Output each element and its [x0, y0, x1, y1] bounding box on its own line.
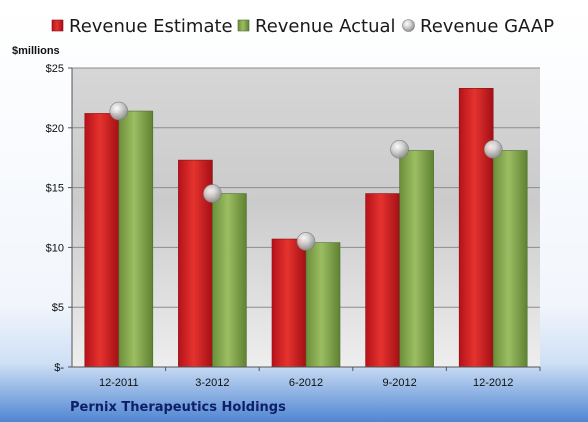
bar-revenue-actual [399, 150, 434, 368]
marker-revenue-gaap [109, 101, 129, 121]
bar-revenue-actual [118, 110, 154, 368]
x-tick-label: 9-2012 [382, 377, 416, 389]
legend: Revenue Estimate Revenue Actual Revenue GA… [51, 16, 554, 37]
legend-swatch [237, 19, 250, 32]
y-tick-label: $5 [52, 302, 64, 314]
x-tick-label: 3-2012 [195, 377, 229, 389]
x-tick-label: 12-2011 [99, 377, 139, 389]
y-tick-label: $10 [46, 242, 64, 254]
bar-revenue-actual [305, 242, 341, 368]
bar-revenue-estimate [84, 113, 120, 368]
y-axis-units-label: $millions [12, 45, 60, 57]
y-tick-label: $- [54, 362, 64, 374]
x-axis: 12-2011 3-2012 6-2012 9-2012 12-2012 [72, 366, 541, 389]
marker-revenue-gaap [296, 232, 316, 251]
legend-label: Revenue Estimate [69, 16, 233, 37]
bar-revenue-estimate [458, 88, 494, 368]
marker-revenue-gaap [203, 184, 222, 203]
marker-revenue-gaap [483, 140, 503, 159]
bar-revenue-estimate [271, 238, 307, 368]
company-name: Pernix Therapeutics Holdings [70, 400, 286, 415]
bar-revenue-actual [492, 150, 528, 368]
legend-label: Revenue Actual [255, 16, 396, 37]
y-tick-label: $25 [46, 63, 64, 75]
bar-revenue-estimate [365, 193, 400, 368]
legend-label: Revenue GAAP [420, 16, 554, 37]
y-tick-label: $20 [46, 123, 64, 135]
gaap-markers [109, 101, 503, 251]
marker-revenue-gaap [390, 140, 409, 159]
legend-swatch [51, 19, 64, 32]
x-tick-label: 6-2012 [289, 377, 323, 389]
y-axis: $- $5 $10 $15 $20 $25 [46, 63, 73, 374]
x-tick-label: 12-2012 [473, 377, 513, 389]
legend-swatch [402, 19, 415, 32]
bar-revenue-actual [212, 193, 247, 368]
y-tick-label: $15 [46, 183, 64, 195]
